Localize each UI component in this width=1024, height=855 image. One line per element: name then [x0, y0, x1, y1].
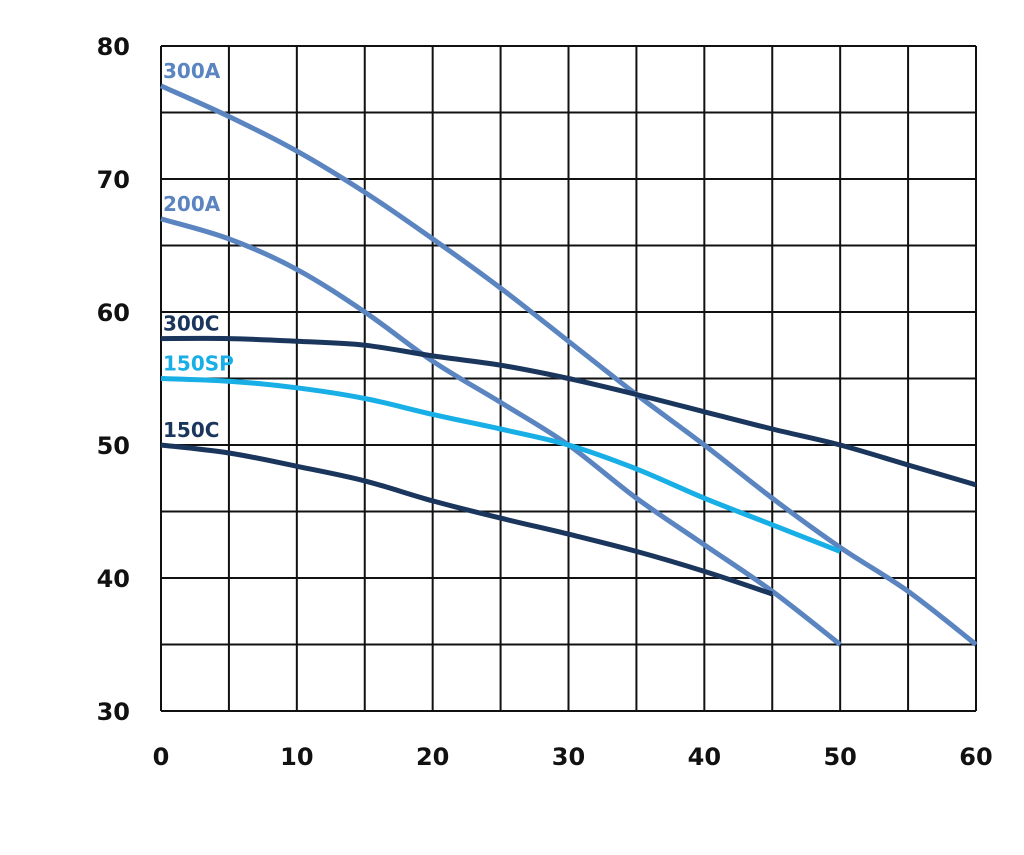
y-tick-label: 80	[97, 33, 130, 61]
y-axis-ticks: 30 40 50 60 70 80	[97, 33, 130, 726]
x-tick-label: 30	[552, 743, 585, 771]
y-tick-label: 30	[97, 698, 130, 726]
y-tick-label: 70	[97, 166, 130, 194]
series-line-200a	[160, 216, 842, 647]
y-tick-label: 40	[97, 565, 130, 593]
series-label-150c: 150C	[163, 418, 219, 442]
series-label-200a: 200A	[163, 192, 221, 216]
x-tick-label: 10	[280, 743, 313, 771]
series-label-300c: 300C	[163, 312, 219, 336]
x-tick-label: 40	[688, 743, 721, 771]
series-line-150c	[160, 442, 774, 597]
series-label-150sp: 150SP	[163, 352, 234, 376]
y-tick-label: 60	[97, 299, 130, 327]
series-lines	[159, 83, 978, 647]
y-tick-label: 50	[97, 432, 130, 460]
x-tick-label: 60	[959, 743, 992, 771]
x-tick-label: 20	[416, 743, 449, 771]
series-labels: 300A 200A 300C 150SP 150C	[163, 59, 234, 442]
series-line-300c	[160, 335, 977, 488]
series-line-300a	[159, 83, 978, 647]
series-label-300a: 300A	[163, 59, 221, 83]
x-tick-label: 50	[823, 743, 856, 771]
x-tick-label: 0	[153, 743, 170, 771]
x-axis-ticks: 0 10 20 30 40 50 60	[153, 743, 993, 771]
series-line-150sp	[160, 376, 842, 554]
